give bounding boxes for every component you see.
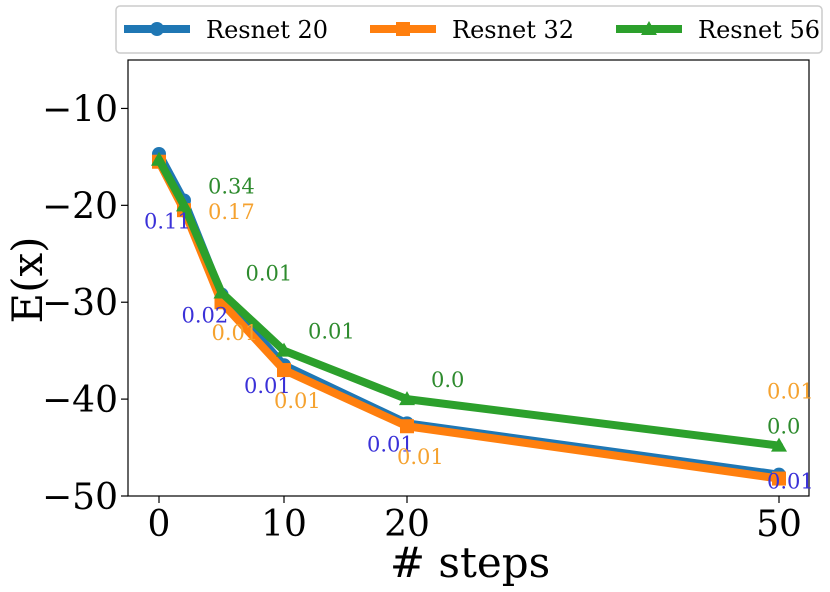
data-label: 0.01 (767, 470, 814, 494)
data-label: 0.01 (246, 262, 293, 286)
data-point (277, 363, 291, 378)
x-tick-label: 10 (261, 504, 307, 545)
series-line (155, 155, 783, 450)
data-label: 0.02 (182, 303, 229, 327)
data-point (151, 151, 167, 166)
y-tick-label: −40 (42, 380, 118, 421)
x-tick-label: 0 (148, 504, 171, 545)
legend-label: Resnet 32 (452, 16, 574, 44)
y-tick-label: −20 (42, 186, 118, 227)
series-3 (151, 151, 787, 452)
x-tick-label: 50 (756, 504, 802, 545)
legend-label: Resnet 56 (698, 16, 820, 44)
data-point (276, 342, 292, 357)
x-axis-label: # steps (390, 538, 550, 587)
legend-frame (115, 5, 823, 54)
legend: Resnet 20 Resnet 32 Resnet 56 (115, 5, 823, 54)
y-axis-label: E(x) (3, 236, 52, 323)
data-label: 0.34 (208, 174, 255, 198)
data-label: 0.01 (212, 321, 259, 345)
y-tick-label: −50 (42, 477, 118, 518)
data-point (772, 471, 786, 486)
x-axis: 0 10 20 50 (148, 496, 802, 545)
data-label: 0.0 (431, 368, 464, 392)
data-label: 0.11 (144, 209, 191, 233)
data-label: 0.01 (767, 380, 814, 404)
data-label: 0.01 (308, 320, 355, 344)
plot-area (127, 59, 810, 497)
data-label: 0.0 (767, 415, 800, 439)
data-label: 0.01 (367, 432, 414, 456)
legend-entry: Resnet 56 (616, 16, 820, 44)
data-point (399, 391, 415, 406)
legend-label: Resnet 20 (206, 16, 328, 44)
x-tick-label: 20 (384, 504, 430, 545)
legend-marker (396, 22, 410, 36)
data-point (400, 419, 414, 434)
data-label: 0.17 (208, 200, 255, 224)
y-tick-label: −30 (42, 283, 118, 324)
legend-marker (150, 22, 164, 36)
legend-entry: Resnet 20 (124, 16, 328, 44)
series-layer (151, 146, 787, 486)
legend-marker (641, 21, 657, 35)
legend-entry: Resnet 32 (370, 16, 574, 44)
data-point (771, 437, 787, 452)
y-axis: −10 −20 −30 −40 −50 (42, 89, 128, 518)
data-label: 0.01 (274, 389, 321, 413)
y-tick-label: −10 (42, 89, 118, 130)
data-point (213, 284, 230, 299)
annotation-layer: 0.110.020.010.010.010.170.010.010.010.01… (144, 174, 814, 493)
data-label: 0.01 (397, 445, 444, 469)
data-label: 0.01 (244, 374, 291, 398)
data-point (176, 197, 192, 212)
